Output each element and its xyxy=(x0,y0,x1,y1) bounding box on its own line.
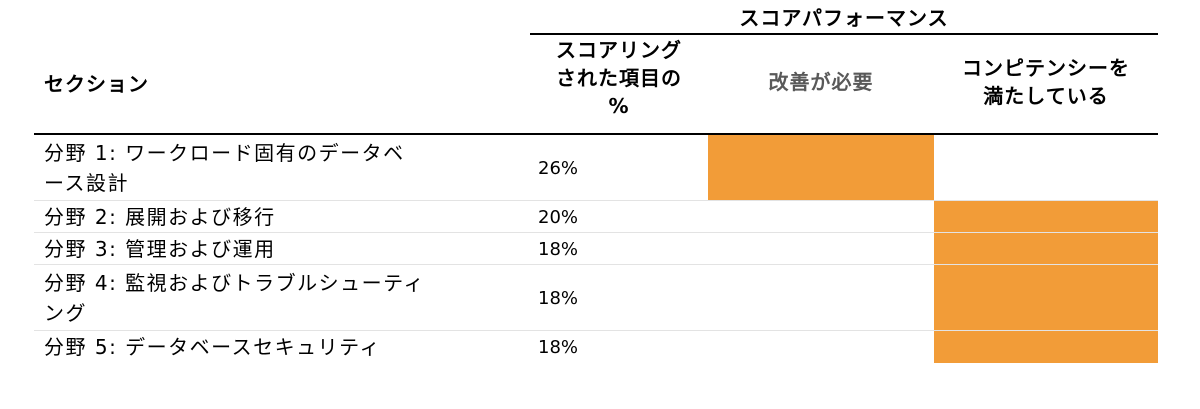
group-header-underline xyxy=(530,33,1158,35)
meets-header-line: 満たしている xyxy=(983,84,1109,108)
table-row: 分野 5: データベースセキュリティ 18% xyxy=(34,331,1158,363)
section-label-line: 分野 4: 監視およびトラブルシューティ xyxy=(44,271,425,295)
section-pct: 18% xyxy=(538,336,579,358)
table-row: 分野 2: 展開および移行 20% xyxy=(34,201,1158,233)
needs-improvement-column-header: 改善が必要 xyxy=(708,36,934,128)
section-pct: 18% xyxy=(538,238,579,260)
row-divider xyxy=(34,264,1158,265)
meets-header-line: コンピテンシーを xyxy=(962,56,1130,80)
section-label-line: ング xyxy=(44,301,87,325)
meets-competency-fill xyxy=(934,265,1158,331)
pct-header-line: % xyxy=(608,94,630,118)
section-label: 分野 1: ワークロード固有のデータベ ース設計 xyxy=(44,138,504,198)
table-row: 分野 3: 管理および運用 18% xyxy=(34,233,1158,265)
header-underline xyxy=(34,133,1158,135)
table-row: 分野 1: ワークロード固有のデータベ ース設計 26% xyxy=(34,135,1158,201)
meets-competency-fill xyxy=(934,233,1158,265)
section-label: 分野 3: 管理および運用 xyxy=(44,234,504,264)
section-label: 分野 2: 展開および移行 xyxy=(44,202,504,232)
section-label-line: 分野 5: データベースセキュリティ xyxy=(44,335,381,359)
section-pct: 20% xyxy=(538,206,579,228)
section-label: 分野 5: データベースセキュリティ xyxy=(44,332,504,362)
meets-competency-column-header: コンピテンシーを 満たしている xyxy=(934,36,1158,128)
section-label-line: 分野 3: 管理および運用 xyxy=(44,237,276,261)
section-pct: 26% xyxy=(538,157,579,179)
section-pct: 18% xyxy=(538,287,579,309)
pct-header-line: された項目の xyxy=(556,66,682,90)
section-label-line: ース設計 xyxy=(44,171,129,195)
needs-header-text: 改善が必要 xyxy=(768,70,874,94)
section-label-line: 分野 1: ワークロード固有のデータベ xyxy=(44,141,405,165)
row-divider xyxy=(34,200,1158,201)
needs-improvement-fill xyxy=(708,135,934,201)
pct-header-line: スコアリング xyxy=(556,38,682,62)
score-performance-header: スコアパフォーマンス xyxy=(739,6,949,30)
pct-column-header: スコアリング された項目の % xyxy=(530,36,708,132)
meets-competency-fill xyxy=(934,331,1158,363)
table-row: 分野 4: 監視およびトラブルシューティ ング 18% xyxy=(34,265,1158,331)
meets-competency-fill xyxy=(934,201,1158,233)
row-divider xyxy=(34,330,1158,331)
section-label: 分野 4: 監視およびトラブルシューティ ング xyxy=(44,268,504,328)
section-column-header: セクション xyxy=(44,72,149,96)
row-divider xyxy=(34,232,1158,233)
section-label-line: 分野 2: 展開および移行 xyxy=(44,205,276,229)
